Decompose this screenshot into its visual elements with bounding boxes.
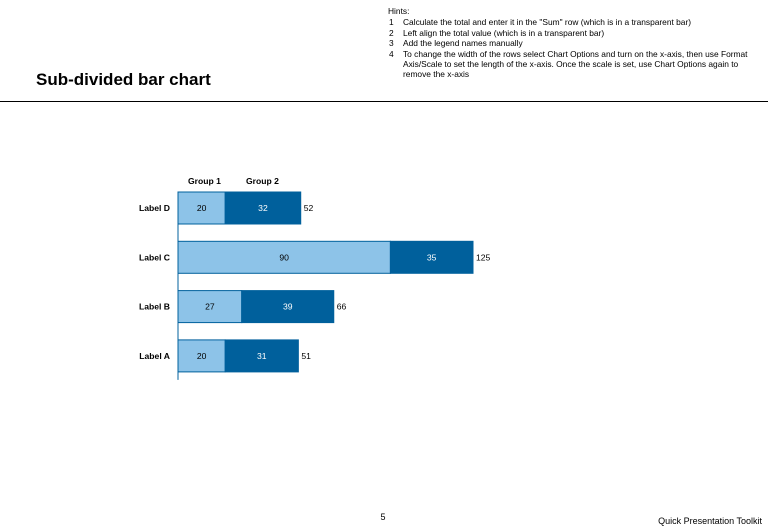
bar-segment [177,191,226,225]
data-label: 27 [205,302,215,312]
hints-heading: Hints: [388,6,410,16]
total-label: 66 [337,302,347,312]
hint-item: 4 To change the width of the rows select… [388,49,760,80]
total-label: 52 [304,203,314,213]
data-label: 20 [197,203,207,213]
legend-label: Group 1 [188,176,221,186]
hint-number: 2 [389,27,394,38]
hint-item: 1 Calculate the total and enter it in th… [388,17,760,27]
hint-text: Add the legend names manually [403,38,523,49]
data-label: 20 [197,351,207,361]
hint-number: 3 [389,38,394,49]
hint-text: Left align the total value (which is in … [403,27,605,38]
data-label: 31 [257,351,267,361]
hint-number: 1 [389,17,394,28]
total-label: 51 [301,351,311,361]
total-label: 125 [476,252,491,262]
bar-segment [389,240,474,274]
category-label: Label A [139,351,170,361]
data-label: 32 [258,203,268,213]
title-divider [0,101,768,102]
hints-panel: Hints: 1 Calculate the total and enter i… [388,6,760,80]
hint-text: Calculate the total and enter it in the … [403,17,692,28]
hint-item: 2 Left align the total value (which is i… [388,28,760,38]
footer-label: Quick Presentation Toolkit [658,516,762,526]
data-label: 35 [427,252,437,262]
category-label: Label D [139,203,170,213]
legend-label: Group 2 [246,176,279,186]
hint-number: 4 [389,48,394,59]
bar-segment [224,191,302,225]
page-title: Sub-divided bar chart [36,70,211,89]
bar-segment [241,290,335,324]
bar-segment [224,339,299,373]
data-label: 90 [279,252,289,262]
category-label: Label B [139,302,170,312]
page-number: 5 [380,512,386,522]
category-label: Label C [139,252,170,262]
hint-item: 3 Add the legend names manually [388,38,760,48]
hint-text: To change the width of the rows select C… [403,48,748,80]
data-label: 39 [283,302,293,312]
